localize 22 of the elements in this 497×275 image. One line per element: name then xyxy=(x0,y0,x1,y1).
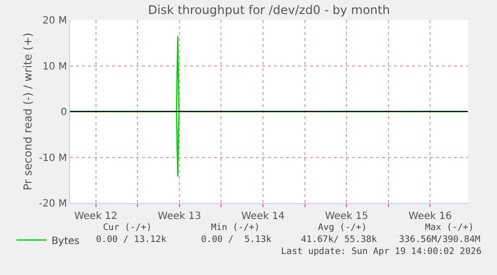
x-tick-label: Week 12 xyxy=(74,211,118,222)
text: Min (-/+) xyxy=(211,223,260,233)
text: Max (-/+) xyxy=(425,223,474,233)
y-axis-title: Pr second read (-) / write (+) xyxy=(22,32,35,190)
y-tick-label: 20 M xyxy=(42,16,67,26)
text: 0.00 / 13.12k xyxy=(96,235,168,245)
x-tick-label: Week 13 xyxy=(158,211,202,222)
y-tick-label: -10 M xyxy=(38,152,67,164)
y-tick-label: 0 xyxy=(60,107,67,118)
x-tick-label: Week 14 xyxy=(241,211,285,222)
y-tick-label: -20 M xyxy=(38,198,67,210)
legend-label: Bytes xyxy=(51,236,80,247)
text: Cur (-/+) xyxy=(103,223,152,233)
text: Last update: Sun Apr 19 14:00:02 2026 xyxy=(281,247,482,257)
text: Avg (-/+) xyxy=(318,223,367,233)
x-tick-label: Week 15 xyxy=(324,211,368,222)
chart-title: Disk throughput for /dev/zd0 - by month xyxy=(148,3,390,18)
x-tick-label: Week 16 xyxy=(408,211,452,222)
text: 41.67k/ 55.38k xyxy=(301,235,378,245)
text: 0.00 / 5.13k xyxy=(201,235,272,245)
y-tick-label: 10 M xyxy=(42,61,67,72)
text: 336.56M/390.84M xyxy=(399,235,481,245)
